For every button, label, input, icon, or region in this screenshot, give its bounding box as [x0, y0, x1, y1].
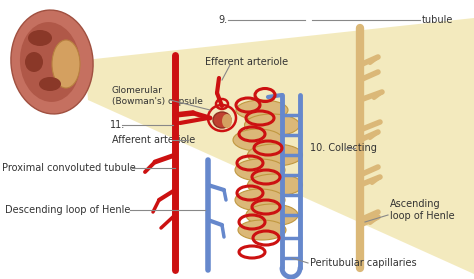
Text: Proximal convoluted tubule: Proximal convoluted tubule: [2, 163, 136, 173]
Ellipse shape: [235, 159, 285, 181]
Ellipse shape: [20, 22, 80, 102]
Text: Afferent arteriole: Afferent arteriole: [112, 135, 195, 145]
Text: tubule: tubule: [422, 15, 453, 25]
Text: Efferent arteriole: Efferent arteriole: [205, 57, 288, 67]
Ellipse shape: [238, 220, 286, 240]
Ellipse shape: [52, 40, 80, 88]
Text: 11.: 11.: [110, 120, 125, 130]
Text: Ascending
loop of Henle: Ascending loop of Henle: [390, 199, 455, 221]
Ellipse shape: [25, 52, 43, 72]
Text: 9.: 9.: [218, 15, 227, 25]
Polygon shape: [85, 18, 474, 274]
Ellipse shape: [246, 204, 298, 226]
Ellipse shape: [213, 112, 231, 128]
Ellipse shape: [236, 100, 288, 120]
Ellipse shape: [247, 144, 302, 166]
Ellipse shape: [39, 77, 61, 91]
Ellipse shape: [245, 114, 300, 136]
Text: Descending loop of Henle: Descending loop of Henle: [5, 205, 130, 215]
Ellipse shape: [28, 30, 52, 46]
Ellipse shape: [222, 114, 232, 128]
Ellipse shape: [233, 129, 283, 151]
Text: 10. Collecting: 10. Collecting: [310, 143, 377, 153]
Ellipse shape: [247, 174, 302, 196]
Text: Peritubular capillaries: Peritubular capillaries: [310, 258, 417, 268]
Ellipse shape: [11, 10, 93, 114]
Text: Glomerular
(Bowman's) capsule: Glomerular (Bowman's) capsule: [112, 86, 203, 106]
Ellipse shape: [235, 189, 285, 211]
